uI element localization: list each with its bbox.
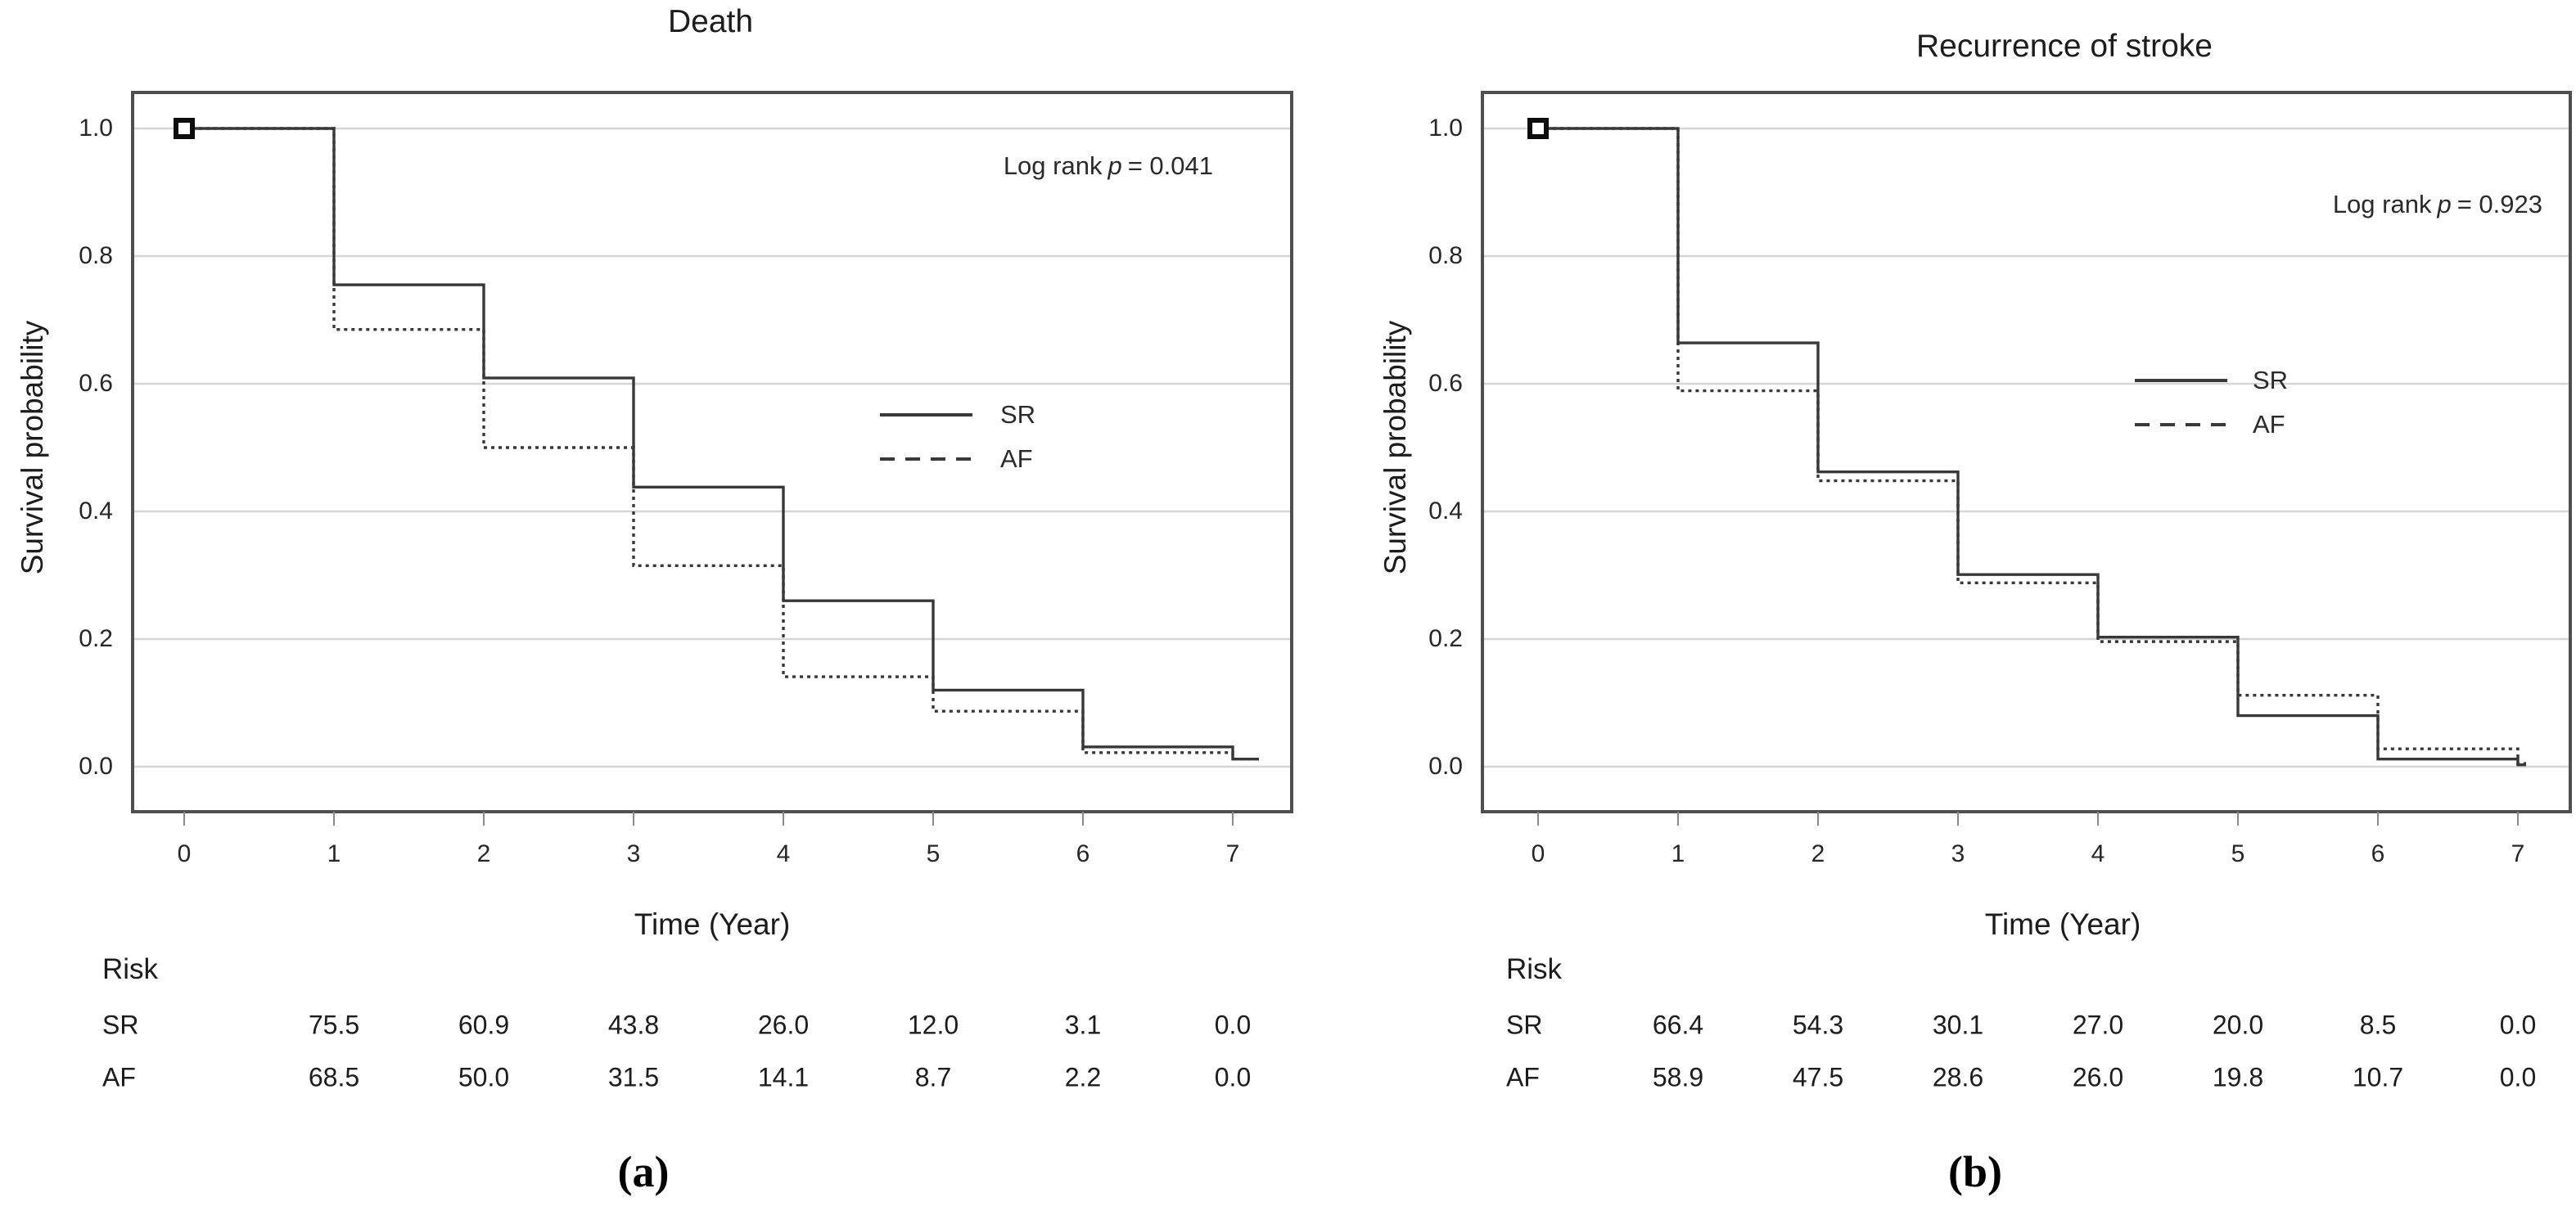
risk-value: 66.4: [1652, 1010, 1704, 1040]
risk-value: 54.3: [1792, 1010, 1844, 1040]
risk-value: 8.7: [914, 1062, 952, 1092]
panel-a-log-rank-annotation: Log rank p = 0.041: [1004, 151, 1213, 181]
x-tick-label: 1: [327, 840, 341, 867]
panel-b-title: Recurrence of stroke: [1916, 29, 2213, 64]
panel-b-risk-row-label-sr: SR: [1506, 1010, 1543, 1040]
x-tick-label: 4: [2091, 840, 2105, 867]
x-tick-label: 1: [1671, 840, 1685, 867]
risk-value: 50.0: [458, 1062, 510, 1092]
plot-frame: [131, 91, 1293, 813]
risk-value: 2.2: [1064, 1062, 1102, 1092]
log-rank-p-symbol: p: [1108, 151, 1122, 180]
x-tick-label: 3: [626, 840, 641, 867]
risk-value: 10.7: [2352, 1062, 2404, 1092]
risk-value: 26.0: [757, 1010, 810, 1040]
risk-value: 0.0: [1214, 1062, 1252, 1092]
y-tick-label: 0.8: [79, 242, 113, 269]
risk-value: 58.9: [1652, 1062, 1704, 1092]
panel-a-x-axis-label: Time (Year): [634, 907, 791, 941]
log-rank-p-symbol: p: [2437, 190, 2452, 218]
y-tick-label: 0.2: [79, 625, 113, 652]
x-tick-label: 7: [2511, 840, 2525, 867]
risk-value: 28.6: [1932, 1062, 1984, 1092]
panel-b-legend-label-sr: SR: [2253, 366, 2289, 394]
log-rank-prefix: Log rank: [2332, 190, 2432, 218]
risk-value: 43.8: [607, 1010, 660, 1040]
risk-value: 3.1: [1064, 1010, 1102, 1040]
survival-curve-af: [184, 127, 1259, 761]
y-tick-label: 0.0: [1428, 753, 1463, 780]
risk-value: 31.5: [607, 1062, 660, 1092]
y-tick-label: 0.4: [79, 497, 113, 524]
risk-value: 20.0: [2212, 1010, 2264, 1040]
log-rank-prefix: Log rank: [1003, 151, 1103, 180]
y-tick-label: 0.2: [1428, 625, 1463, 652]
log-rank-value: = 0.923: [2456, 190, 2542, 218]
x-tick-label: 2: [1811, 840, 1825, 867]
risk-value: 26.0: [2072, 1062, 2124, 1092]
risk-value: 0.0: [2499, 1062, 2537, 1092]
risk-value: 47.5: [1792, 1062, 1844, 1092]
y-tick-label: 0.8: [1428, 242, 1463, 269]
survival-curve-sr: [184, 127, 1259, 761]
x-tick-label: 7: [1225, 840, 1240, 867]
panel-a-y-axis-label: Survival probability: [16, 320, 49, 575]
x-tick-label: 2: [476, 840, 491, 867]
risk-value: 27.0: [2072, 1010, 2124, 1040]
plot-frame: [1481, 91, 2572, 813]
risk-value: 60.9: [458, 1010, 510, 1040]
panel-b-x-axis-label: Time (Year): [1984, 907, 2141, 941]
risk-value: 8.5: [2359, 1010, 2397, 1040]
panel-b-legend-label-af: AF: [2253, 410, 2285, 439]
panel-b-caption: (b): [1948, 1147, 2002, 1196]
log-rank-value: = 0.041: [1127, 151, 1213, 180]
survival-curve-sr: [1538, 127, 2526, 767]
start-marker: [174, 118, 195, 139]
x-tick-label: 5: [926, 840, 941, 867]
panel-b-risk-table-header: Risk: [1506, 953, 1563, 985]
y-tick-label: 1.0: [79, 115, 113, 142]
panel-a-risk-row-label-af: AF: [102, 1062, 136, 1092]
risk-value: 75.5: [308, 1010, 360, 1040]
x-tick-label: 3: [1951, 840, 1965, 867]
risk-value: 14.1: [757, 1062, 810, 1092]
y-tick-label: 0.0: [79, 753, 113, 780]
risk-value: 30.1: [1932, 1010, 1984, 1040]
risk-value: 0.0: [1214, 1010, 1252, 1040]
y-tick-label: 0.4: [1428, 497, 1463, 524]
y-tick-label: 0.6: [1428, 370, 1463, 397]
panel-a-risk-row-label-sr: SR: [102, 1010, 139, 1040]
risk-value: 12.0: [907, 1010, 959, 1040]
x-tick-label: 0: [1531, 840, 1545, 867]
start-marker: [1527, 118, 1549, 139]
panel-a-risk-table-header: Risk: [102, 953, 159, 985]
panel-a-caption: (a): [617, 1147, 670, 1196]
x-tick-label: 6: [2371, 840, 2385, 867]
panel-b-y-axis-label: Survival probability: [1378, 320, 1412, 575]
panel-a-legend-label-sr: SR: [1000, 400, 1036, 429]
panel-b-log-rank-annotation: Log rank p = 0.923: [2333, 190, 2542, 219]
x-tick-label: 0: [177, 840, 192, 867]
y-tick-label: 0.6: [79, 370, 113, 397]
panel-a-title: Death: [667, 4, 754, 39]
risk-value: 19.8: [2212, 1062, 2264, 1092]
x-tick-label: 5: [2231, 840, 2245, 867]
risk-value: 68.5: [308, 1062, 360, 1092]
x-tick-label: 4: [776, 840, 791, 867]
y-tick-label: 1.0: [1428, 115, 1463, 142]
x-tick-label: 6: [1076, 840, 1090, 867]
survival-curve-af: [1538, 127, 2526, 765]
panel-a-legend-label-af: AF: [1000, 444, 1033, 473]
panel-b-risk-row-label-af: AF: [1506, 1062, 1540, 1092]
risk-value: 0.0: [2499, 1010, 2537, 1040]
